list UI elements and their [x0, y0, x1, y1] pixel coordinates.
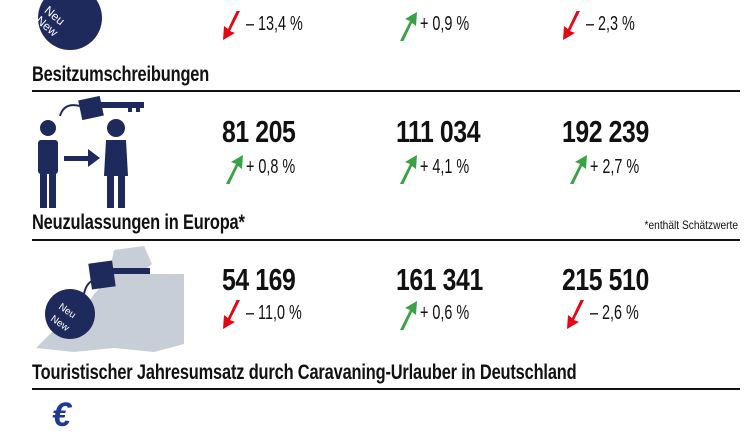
stat-number: 54 169 [222, 262, 296, 297]
trend-up-arrow-icon [400, 301, 417, 330]
section-title-jahresumsatz: Touristischer Jahresumsatz durch Caravan… [32, 361, 577, 384]
change-value: – 11,0 % [246, 302, 302, 324]
trend-down-arrow-icon [567, 300, 584, 329]
europe-map-icon: Neu New [36, 246, 184, 352]
change-value: + 0,6 % [420, 302, 470, 324]
trend-up-arrow-icon [570, 155, 587, 184]
change-value: + 0,8 % [246, 156, 296, 178]
trend-up-arrow-icon [226, 155, 243, 184]
section-title-neuzulassungen-europa: Neuzulassungen in Europa* [32, 211, 245, 234]
euro-icon: € [52, 396, 71, 434]
trend-down-arrow-icon [223, 11, 240, 40]
stat-number: 215 510 [562, 262, 649, 297]
change-value: – 2,6 % [590, 302, 639, 324]
trend-down-arrow-icon [563, 11, 580, 40]
change-value: + 2,7 % [590, 156, 640, 178]
change-value: – 2,3 % [586, 13, 635, 35]
change-value: – 13,4 % [246, 13, 303, 35]
new-badge-icon [38, 0, 102, 50]
stat-number: 81 205 [222, 114, 296, 149]
divider [32, 90, 740, 92]
stat-number: 192 239 [562, 114, 649, 149]
change-value: + 0,9 % [420, 13, 470, 35]
stat-number: 161 341 [396, 262, 483, 297]
trend-up-arrow-icon [400, 155, 417, 184]
change-value: + 4,1 % [420, 156, 470, 178]
ownership-transfer-icon [38, 96, 144, 208]
stat-number: 111 034 [396, 114, 481, 149]
divider [32, 239, 740, 241]
section-title-besitzumschreibungen: Besitzumschreibungen [32, 63, 210, 86]
footnote: *enthält Schätzwerte [644, 218, 738, 232]
trend-up-arrow-icon [400, 12, 417, 41]
trend-down-arrow-icon [223, 300, 240, 329]
divider [32, 388, 740, 390]
